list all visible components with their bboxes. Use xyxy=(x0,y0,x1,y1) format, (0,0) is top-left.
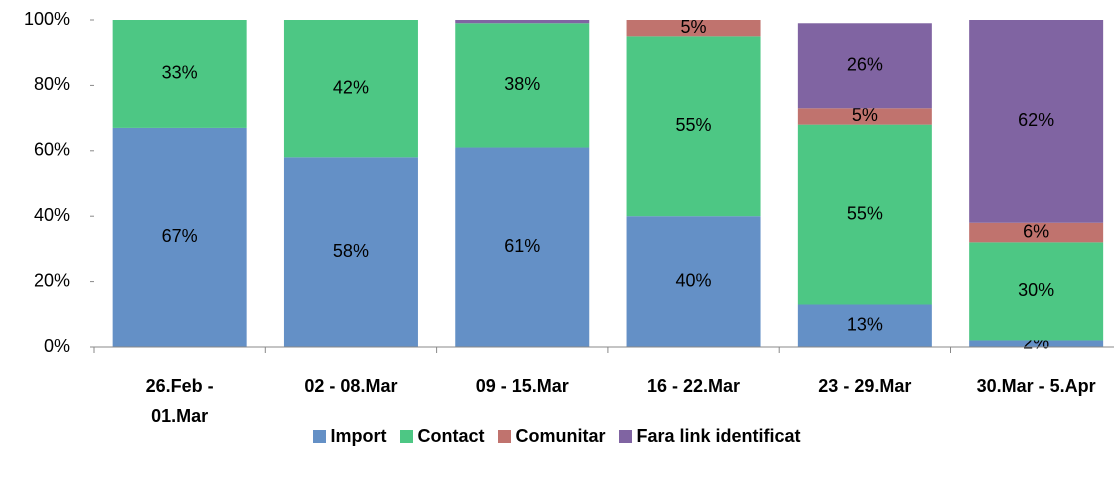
data-label: 33% xyxy=(162,63,198,83)
legend-swatch xyxy=(400,430,414,443)
legend-item: Import xyxy=(313,426,386,447)
bar-segment xyxy=(626,216,761,347)
x-tick-label: 30.Mar - 5.Apr xyxy=(976,376,1096,396)
data-label: 13% xyxy=(847,314,883,334)
data-label: 58% xyxy=(333,241,369,261)
data-label: 5% xyxy=(681,17,707,37)
data-label: 42% xyxy=(333,77,369,97)
legend-swatch xyxy=(498,430,512,443)
bar-segment xyxy=(797,23,932,109)
data-label: 55% xyxy=(847,203,883,223)
y-tick-label: 60% xyxy=(34,140,70,160)
legend-label: Comunitar xyxy=(515,426,606,446)
legend-label: Contact xyxy=(417,426,485,446)
bar-segment xyxy=(455,147,590,347)
bar-segment xyxy=(626,20,761,37)
y-tick-label: 20% xyxy=(34,270,70,290)
x-tick-label: 02 - 08.Mar xyxy=(304,376,398,396)
data-label: 55% xyxy=(676,115,712,135)
legend: Import Contact Comunitar Fara link identifi… xyxy=(0,426,1114,447)
legend-item: Fara link identificat xyxy=(619,426,801,447)
bar-segment xyxy=(283,157,418,347)
data-label: 61% xyxy=(504,236,540,256)
bar-segment xyxy=(112,127,247,347)
x-tick-label: 09 - 15.Mar xyxy=(475,376,569,396)
legend-swatch xyxy=(619,430,633,443)
bar-segment xyxy=(455,23,590,148)
bar-segment xyxy=(969,340,1104,347)
data-label: 30% xyxy=(1018,280,1054,300)
legend-item: Contact xyxy=(400,426,484,447)
bar-segment xyxy=(283,20,418,158)
x-tick-label: 26.Feb - 01.Mar xyxy=(145,376,214,426)
legend-item: Comunitar xyxy=(498,426,605,447)
bar-segment xyxy=(969,20,1104,223)
y-tick-label: 80% xyxy=(34,74,70,94)
legend-label: Fara link identificat xyxy=(636,426,801,446)
legend-swatch xyxy=(313,430,327,443)
x-tick-label: 23 - 29.Mar xyxy=(818,376,912,396)
data-label: 62% xyxy=(1018,110,1054,130)
y-tick-label: 0% xyxy=(44,336,70,356)
data-label: 26% xyxy=(847,55,883,75)
data-label: 38% xyxy=(504,74,540,94)
y-tick-label: 100% xyxy=(24,9,70,29)
data-label: 40% xyxy=(676,270,712,290)
bar-segment xyxy=(112,20,247,128)
bar-segment xyxy=(969,242,1104,341)
bar-segment xyxy=(797,124,932,305)
bar-segment xyxy=(455,20,590,24)
bar-segment xyxy=(797,108,932,125)
y-tick-label: 40% xyxy=(34,205,70,225)
data-label: 5% xyxy=(852,105,878,125)
bar-segment xyxy=(969,222,1104,243)
data-label: 6% xyxy=(1023,221,1049,241)
x-tick-label: 16 - 22.Mar xyxy=(647,376,741,396)
data-label: 67% xyxy=(162,226,198,246)
bar-segment xyxy=(626,36,761,217)
bar-segment xyxy=(797,304,932,347)
legend-label: Import xyxy=(330,426,387,446)
